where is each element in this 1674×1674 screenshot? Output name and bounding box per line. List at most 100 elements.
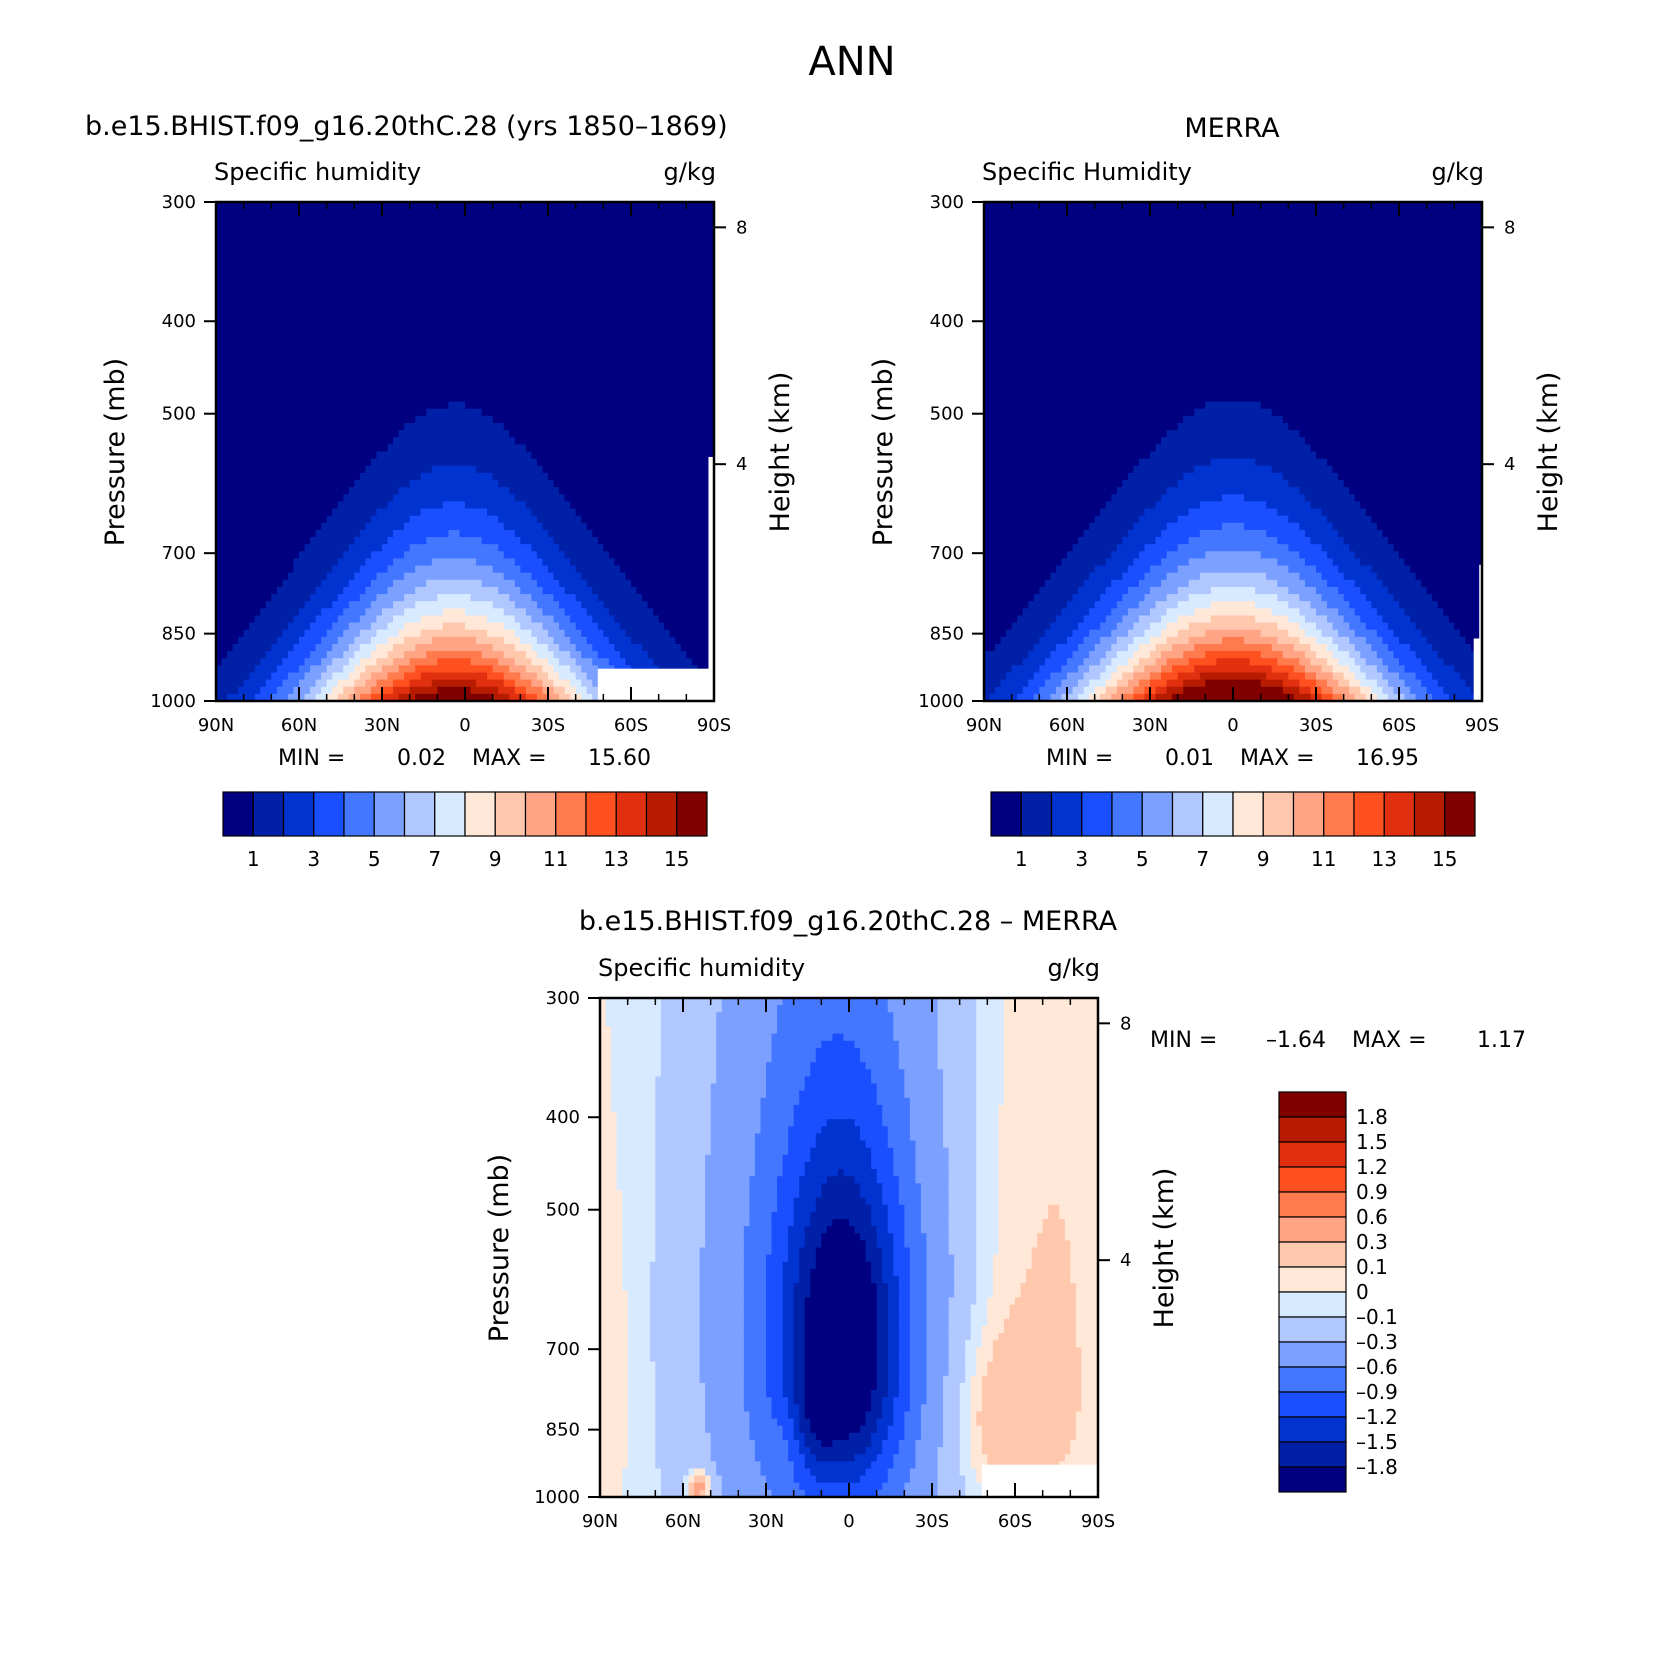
contour-cell: [1260, 629, 1289, 638]
contour-cell: [926, 1283, 955, 1291]
contour-cell: [887, 1347, 900, 1356]
colorbar-box: [1292, 791, 1325, 837]
contour-cell: [216, 422, 405, 431]
contour-cell: [909, 1340, 928, 1348]
contour-cell: [799, 1090, 878, 1099]
contour-cell: [520, 672, 538, 681]
contour-cell: [788, 1126, 822, 1135]
contour-cell: [622, 1240, 656, 1249]
contour-cell: [898, 1333, 911, 1341]
contour-cell: [959, 1432, 972, 1441]
panel-diff-max-label: MAX =: [1352, 1028, 1427, 1053]
contour-cell: [821, 1240, 867, 1249]
contour-cell: [915, 1176, 950, 1184]
contour-cell: [1138, 679, 1151, 688]
contour-cell: [600, 1418, 629, 1427]
contour-cell: [216, 679, 245, 688]
contour-cell: [282, 579, 322, 588]
contour-cell: [965, 1489, 988, 1498]
contour-cell: [655, 1097, 712, 1106]
contour-cell: [509, 487, 560, 495]
contour-cell: [743, 1368, 767, 1377]
contour-cell: [655, 1425, 706, 1434]
contour-cell: [600, 1033, 612, 1042]
contour-cell: [976, 1361, 988, 1370]
contour-cell: [622, 1283, 651, 1291]
contour-cell: [915, 1169, 950, 1177]
contour-cell: [1070, 1276, 1099, 1284]
contour-cell: [600, 1247, 623, 1256]
colorbar-box: [1232, 791, 1264, 837]
contour-cell: [716, 1019, 778, 1028]
contour-cell: [743, 1354, 767, 1363]
contour-cell: [1003, 1026, 1099, 1035]
contour-cell: [415, 601, 494, 609]
contour-cell: [860, 1055, 900, 1063]
contour-cell: [254, 615, 295, 624]
contour-cell: [1070, 1240, 1099, 1249]
contour-cell: [754, 1161, 784, 1170]
contour-cell: [221, 658, 261, 666]
contour-cell: [984, 294, 1483, 303]
contour-cell: [600, 1012, 607, 1020]
contour-cell: [216, 487, 350, 495]
contour-cell: [793, 1104, 883, 1113]
contour-cell: [359, 529, 394, 538]
contour-cell: [655, 1112, 712, 1120]
contour-cell: [1003, 1012, 1099, 1020]
contour-cell: [743, 1240, 773, 1249]
contour-cell: [238, 686, 261, 695]
contour-cell: [782, 1290, 795, 1298]
contour-cell: [1177, 629, 1206, 638]
contour-cell: [655, 1382, 706, 1391]
contour-cell: [393, 494, 516, 502]
contour-cell: [716, 1033, 773, 1042]
contour-cell: [1194, 665, 1273, 674]
contour-cell: [514, 529, 549, 538]
contour-cell: [503, 572, 532, 581]
contour-cell: [860, 1133, 889, 1142]
contour-cell: [1133, 693, 1146, 702]
contour-cell: [1282, 679, 1300, 688]
contour-cell: [865, 1411, 883, 1420]
contour-cell: [498, 658, 516, 666]
contour-cell: [804, 1368, 878, 1377]
contour-cell: [1033, 594, 1074, 602]
surface-mask: [1479, 564, 1482, 701]
contour-cell: [876, 1169, 894, 1177]
contour-cell: [1288, 672, 1306, 681]
contour-cell: [531, 679, 544, 688]
contour-cell: [655, 1119, 712, 1127]
colorbar-box: [1278, 1266, 1347, 1293]
contour-cell: [716, 1062, 767, 1070]
contour-cell: [865, 1418, 878, 1427]
contour-cell: [948, 1226, 977, 1234]
contour-cell: [854, 1176, 878, 1184]
contour-cell: [1316, 651, 1334, 659]
contour-cell: [1205, 629, 1262, 638]
contour-cell: [987, 1454, 1066, 1462]
contour-cell: [525, 686, 544, 695]
contour-cell: [503, 679, 516, 688]
contour-cell: [600, 1069, 612, 1078]
contour-cell: [976, 1190, 999, 1199]
contour-cell: [998, 1247, 1033, 1256]
contour-cell: [998, 1197, 1099, 1206]
contour-cell: [981, 1397, 1082, 1405]
contour-cell: [943, 1390, 961, 1398]
contour-cell: [984, 672, 1007, 681]
contour-cell: [705, 1169, 756, 1177]
contour-cell: [1044, 629, 1074, 638]
contour-cell: [481, 651, 505, 659]
contour-cell: [909, 1375, 928, 1384]
colorbar-label: 1.8: [1356, 1105, 1388, 1129]
contour-cell: [984, 259, 1483, 267]
contour-cell: [984, 551, 1068, 560]
contour-cell: [1031, 1261, 1071, 1270]
contour-cell: [1081, 1397, 1099, 1405]
contour-cell: [1343, 693, 1356, 702]
contour-cell: [1075, 1411, 1099, 1420]
colorbar-label: 0.1: [1356, 1255, 1388, 1279]
contour-cell: [315, 679, 328, 688]
contour-cell: [804, 1397, 872, 1405]
